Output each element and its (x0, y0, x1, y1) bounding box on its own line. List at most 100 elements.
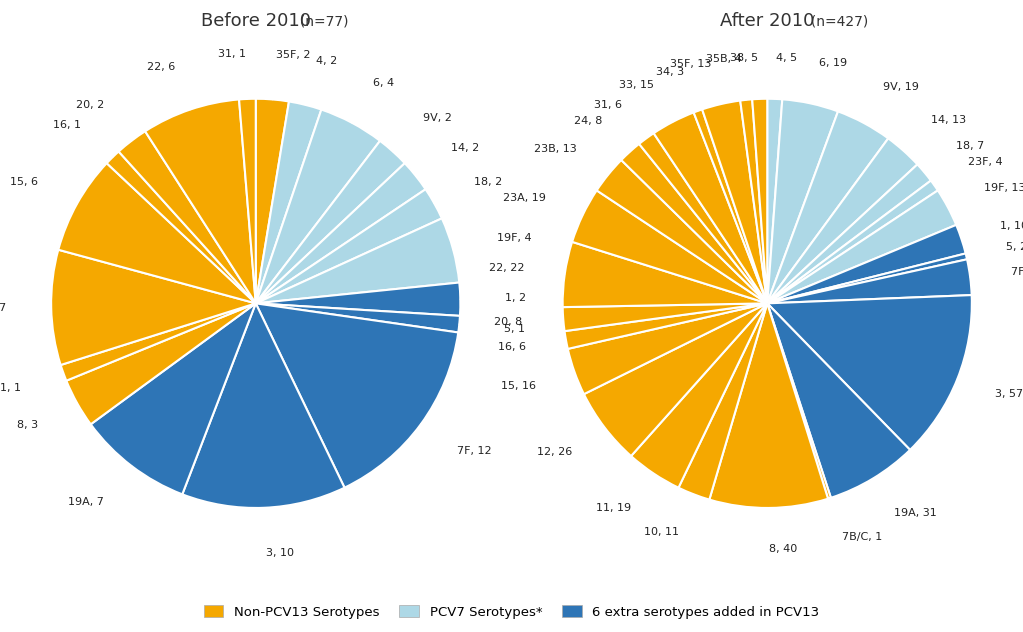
Text: 31, 1: 31, 1 (218, 49, 246, 59)
Wedge shape (767, 259, 972, 303)
Text: 5, 1: 5, 1 (504, 324, 525, 334)
Text: 18, 7: 18, 7 (955, 141, 984, 151)
Text: (n=427): (n=427) (767, 14, 869, 28)
Text: 22, 22: 22, 22 (489, 264, 524, 273)
Text: (n=77): (n=77) (256, 14, 348, 28)
Text: 35F, 13: 35F, 13 (670, 59, 712, 69)
Text: After 2010: After 2010 (720, 12, 814, 30)
Wedge shape (256, 283, 460, 316)
Wedge shape (145, 99, 256, 303)
Wedge shape (741, 99, 767, 303)
Text: Before 2010: Before 2010 (201, 12, 311, 30)
Text: 18, 2: 18, 2 (474, 176, 502, 186)
Wedge shape (767, 138, 918, 303)
Text: 34, 3: 34, 3 (656, 68, 684, 77)
Wedge shape (767, 303, 831, 499)
Text: 35B, 4: 35B, 4 (706, 54, 742, 64)
Wedge shape (694, 109, 767, 303)
Wedge shape (767, 295, 972, 450)
Wedge shape (631, 303, 767, 488)
Wedge shape (678, 303, 767, 499)
Text: 6, 19: 6, 19 (819, 58, 847, 68)
Wedge shape (256, 303, 458, 488)
Text: 4, 5: 4, 5 (776, 53, 797, 63)
Wedge shape (60, 303, 256, 380)
Wedge shape (767, 190, 957, 303)
Text: 35F, 2: 35F, 2 (276, 49, 311, 59)
Wedge shape (66, 303, 256, 424)
Text: 33, 15: 33, 15 (619, 80, 655, 90)
Wedge shape (182, 303, 345, 508)
Text: 1, 2: 1, 2 (505, 293, 527, 303)
Wedge shape (767, 181, 938, 303)
Text: 15, 6: 15, 6 (10, 176, 38, 186)
Wedge shape (563, 242, 767, 307)
Wedge shape (563, 303, 767, 331)
Text: 9V, 2: 9V, 2 (424, 113, 452, 123)
Wedge shape (239, 99, 256, 303)
Wedge shape (256, 303, 460, 332)
Text: 3, 57: 3, 57 (995, 389, 1023, 399)
Wedge shape (256, 189, 442, 303)
Wedge shape (709, 303, 828, 508)
Text: 10, 11: 10, 11 (643, 528, 679, 537)
Wedge shape (256, 219, 459, 303)
Wedge shape (596, 160, 767, 303)
Text: 23B, 13: 23B, 13 (534, 144, 576, 154)
Text: 19F, 4: 19F, 4 (496, 233, 531, 243)
Wedge shape (767, 99, 838, 303)
Text: 9V, 19: 9V, 19 (884, 82, 920, 92)
Text: 7F, 12: 7F, 12 (1011, 267, 1023, 277)
Text: 15, 16: 15, 16 (501, 380, 536, 391)
Text: 7B/C, 1: 7B/C, 1 (842, 532, 882, 542)
Wedge shape (621, 144, 767, 303)
Text: 24, 8: 24, 8 (574, 116, 603, 126)
Text: 14, 13: 14, 13 (931, 115, 966, 125)
Text: 20, 8: 20, 8 (494, 317, 523, 327)
Text: 1, 10: 1, 10 (1000, 221, 1023, 231)
Wedge shape (767, 111, 888, 303)
Wedge shape (654, 112, 767, 303)
Text: 16, 1: 16, 1 (53, 120, 81, 130)
Wedge shape (702, 100, 767, 303)
Text: 23F, 4: 23F, 4 (968, 157, 1003, 167)
Text: 19A, 7: 19A, 7 (69, 497, 104, 507)
Text: 14, 2: 14, 2 (451, 143, 479, 153)
Text: 11, 19: 11, 19 (595, 502, 631, 513)
Wedge shape (767, 303, 910, 498)
Wedge shape (752, 99, 767, 303)
Text: 7F, 12: 7F, 12 (457, 446, 492, 456)
Text: 19F, 13: 19F, 13 (984, 183, 1023, 193)
Wedge shape (256, 109, 380, 303)
Wedge shape (584, 303, 767, 456)
Text: 4, 2: 4, 2 (316, 56, 338, 66)
Wedge shape (256, 141, 405, 303)
Wedge shape (256, 99, 288, 303)
Wedge shape (58, 163, 256, 303)
Text: 8, 40: 8, 40 (769, 544, 797, 554)
Text: 12, 26: 12, 26 (537, 447, 572, 457)
Text: 20, 2: 20, 2 (76, 100, 104, 110)
Text: 16, 6: 16, 6 (498, 343, 526, 353)
Wedge shape (767, 225, 966, 303)
Text: 12, 7: 12, 7 (0, 303, 6, 313)
Text: 22, 6: 22, 6 (147, 62, 176, 72)
Wedge shape (106, 152, 256, 303)
Legend: Non-PCV13 Serotypes, PCV7 Serotypes*, 6 extra serotypes added in PCV13: Non-PCV13 Serotypes, PCV7 Serotypes*, 6 … (197, 599, 826, 626)
Wedge shape (767, 99, 783, 303)
Wedge shape (91, 303, 256, 494)
Wedge shape (51, 250, 256, 365)
Wedge shape (568, 303, 767, 394)
Text: 38, 5: 38, 5 (730, 53, 758, 63)
Text: 19A, 31: 19A, 31 (894, 508, 937, 518)
Wedge shape (256, 102, 321, 303)
Text: 3, 10: 3, 10 (266, 548, 294, 558)
Wedge shape (767, 253, 967, 303)
Wedge shape (565, 303, 767, 349)
Text: 8, 3: 8, 3 (16, 420, 38, 430)
Text: 5, 2: 5, 2 (1007, 242, 1023, 252)
Text: 11, 1: 11, 1 (0, 383, 21, 393)
Wedge shape (256, 163, 426, 303)
Wedge shape (572, 190, 767, 303)
Wedge shape (639, 133, 767, 303)
